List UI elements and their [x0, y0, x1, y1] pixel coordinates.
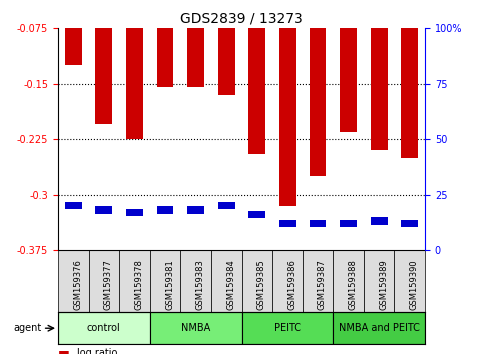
- Bar: [58, 250, 88, 312]
- Bar: [156, 206, 173, 214]
- Bar: [279, 28, 296, 206]
- Bar: [248, 211, 265, 218]
- Text: GSM159383: GSM159383: [196, 259, 205, 310]
- Text: ■: ■: [58, 348, 70, 354]
- Bar: [279, 220, 296, 227]
- Bar: [126, 28, 143, 139]
- Text: GSM159387: GSM159387: [318, 259, 327, 310]
- Text: GSM159384: GSM159384: [226, 259, 235, 310]
- Bar: [88, 250, 119, 312]
- Bar: [401, 220, 418, 227]
- Bar: [156, 28, 173, 87]
- Bar: [303, 250, 333, 312]
- Text: GSM159390: GSM159390: [410, 259, 419, 310]
- Bar: [310, 28, 327, 176]
- Text: agent: agent: [13, 323, 42, 333]
- Bar: [340, 28, 357, 132]
- Text: GSM159378: GSM159378: [134, 259, 143, 310]
- Bar: [96, 206, 112, 214]
- Text: GSM159388: GSM159388: [349, 259, 357, 310]
- Text: GSM159386: GSM159386: [287, 259, 297, 310]
- Text: GSM159385: GSM159385: [257, 259, 266, 310]
- Bar: [187, 206, 204, 214]
- Bar: [371, 217, 387, 225]
- Bar: [401, 28, 418, 158]
- Bar: [126, 209, 143, 216]
- Bar: [248, 28, 265, 154]
- Bar: [310, 220, 327, 227]
- Bar: [96, 28, 112, 124]
- Bar: [150, 250, 180, 312]
- Text: NMBA and PEITC: NMBA and PEITC: [339, 323, 420, 333]
- Bar: [218, 28, 235, 95]
- Text: GSM159377: GSM159377: [104, 259, 113, 310]
- Text: NMBA: NMBA: [181, 323, 210, 333]
- Bar: [180, 250, 211, 312]
- Bar: [371, 28, 387, 150]
- Bar: [242, 312, 333, 344]
- Bar: [340, 220, 357, 227]
- Bar: [218, 202, 235, 209]
- Bar: [150, 312, 242, 344]
- Bar: [58, 312, 150, 344]
- Text: GSM159389: GSM159389: [379, 259, 388, 310]
- Text: GSM159381: GSM159381: [165, 259, 174, 310]
- Bar: [272, 250, 303, 312]
- Bar: [395, 250, 425, 312]
- Text: GSM159376: GSM159376: [73, 259, 82, 310]
- Bar: [211, 250, 242, 312]
- Text: PEITC: PEITC: [274, 323, 301, 333]
- Bar: [333, 312, 425, 344]
- Bar: [187, 28, 204, 87]
- Bar: [333, 250, 364, 312]
- Bar: [65, 28, 82, 65]
- Bar: [364, 250, 395, 312]
- Bar: [65, 202, 82, 209]
- Title: GDS2839 / 13273: GDS2839 / 13273: [180, 12, 303, 26]
- Bar: [119, 250, 150, 312]
- Bar: [242, 250, 272, 312]
- Text: log ratio: log ratio: [77, 348, 118, 354]
- Text: control: control: [87, 323, 121, 333]
